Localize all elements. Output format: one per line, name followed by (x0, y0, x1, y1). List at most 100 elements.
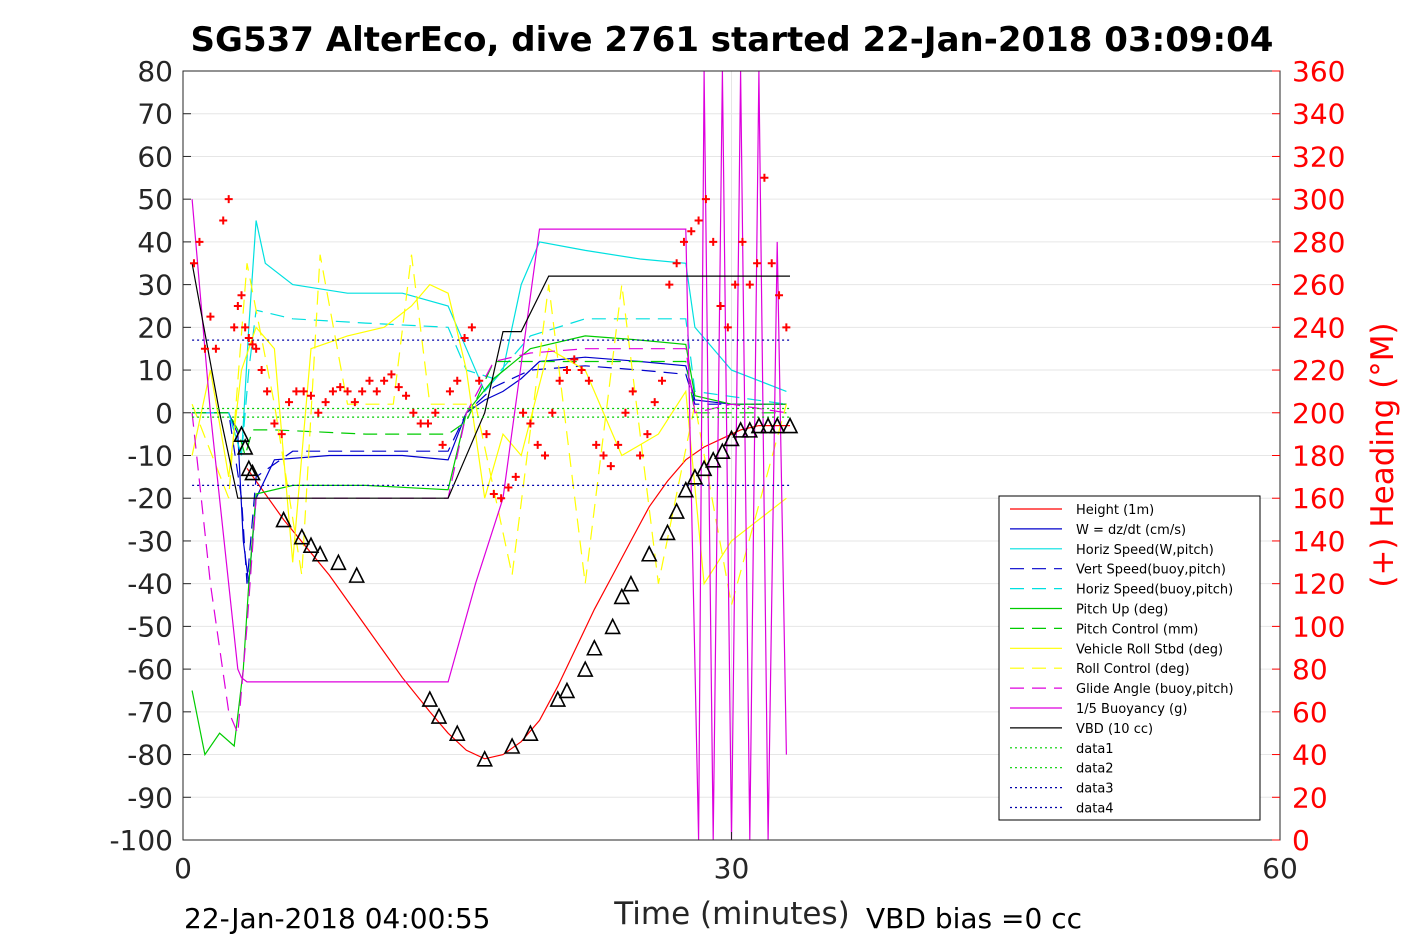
y2-tick-label: 100 (1292, 610, 1345, 643)
heading-point (636, 451, 645, 460)
heading-point (299, 387, 308, 396)
heading-point (504, 483, 513, 492)
heading-point (467, 323, 476, 332)
y-tick-label: 10 (137, 354, 173, 387)
marker-point (522, 724, 539, 741)
heading-point (745, 280, 754, 289)
heading-point (285, 398, 294, 407)
legend-label-11: VBD (10 cc) (1076, 722, 1153, 737)
heading-point (599, 451, 608, 460)
heading-point (219, 216, 228, 225)
series-line-11 (191, 263, 790, 499)
footer-vbd-bias: VBD bias =0 cc (866, 902, 1082, 935)
y-tick-label: 30 (137, 269, 173, 302)
marker-point (275, 510, 292, 528)
heading-point (453, 376, 462, 385)
y-tick-label: 50 (137, 183, 173, 216)
y-tick-label: -100 (109, 824, 173, 857)
y-tick-label: -50 (127, 610, 173, 643)
legend-label-10: 1/5 Buoyancy (g) (1076, 702, 1187, 717)
series-line-9 (191, 348, 787, 734)
heading-point (314, 408, 323, 417)
legend-label-4: Horiz Speed(buoy,pitch) (1076, 583, 1233, 598)
y-tick-label: 70 (137, 98, 173, 131)
marker-point (503, 737, 521, 754)
marker-point (759, 416, 777, 434)
heading-point (394, 383, 403, 392)
legend-label-3: Vert Speed(buoy,pitch) (1076, 563, 1226, 578)
marker-point (476, 750, 493, 767)
heading-point (570, 355, 579, 364)
heading-point (738, 237, 747, 246)
marker-point (677, 480, 695, 498)
heading-point (731, 280, 740, 289)
series-line-6 (192, 360, 787, 458)
marker-point (576, 660, 594, 677)
marker-point (604, 617, 621, 635)
heading-point (650, 398, 659, 407)
marker-point (723, 429, 740, 447)
heading-point (614, 440, 623, 449)
heading-point (233, 301, 242, 310)
heading-point (672, 259, 681, 268)
heading-point (372, 387, 381, 396)
heading-point (723, 323, 732, 332)
heading-point (206, 312, 215, 321)
legend-label-9: Glide Angle (buoy,pitch) (1076, 682, 1234, 697)
heading-point (257, 366, 266, 375)
heading-point (409, 408, 418, 417)
y-axis-right: 3603403203002802602402202001801601401201… (1272, 55, 1345, 857)
marker-point (686, 468, 704, 485)
heading-point (694, 216, 703, 225)
heading-point (621, 408, 630, 417)
heading-point (195, 237, 204, 246)
x-tick-label: 0 (174, 852, 192, 885)
heading-point (244, 334, 253, 343)
heading-point (687, 227, 696, 236)
heading-point (224, 195, 233, 204)
series-line-3 (192, 365, 787, 584)
heading-point (350, 398, 359, 407)
marker-point (430, 707, 448, 724)
marker-point (613, 587, 631, 605)
heading-point (577, 366, 586, 375)
y2-tick-label: 120 (1292, 568, 1345, 601)
marker-point (236, 438, 254, 455)
series-line-4 (192, 309, 787, 456)
series-line-0 (246, 425, 790, 760)
marker-point (768, 416, 786, 434)
heading-point (497, 494, 506, 503)
heading-point (200, 344, 209, 353)
legend-label-6: Pitch Control (mm) (1076, 622, 1198, 637)
y-tick-label: -70 (127, 696, 173, 729)
series-line-7 (191, 283, 787, 586)
marker-point (781, 416, 799, 434)
legend-label-2: Horiz Speed(W,pitch) (1076, 543, 1214, 558)
legend-label-13: data2 (1076, 762, 1114, 777)
heading-point (402, 391, 411, 400)
y-tick-label: 80 (137, 55, 173, 88)
y2-tick-label: 220 (1292, 354, 1345, 387)
marker-point (233, 425, 250, 442)
legend-label-0: Height (1m) (1076, 503, 1154, 518)
legend-label-8: Roll Control (deg) (1076, 662, 1190, 677)
heading-point (416, 419, 425, 428)
y2-tick-label: 240 (1292, 311, 1345, 344)
y-tick-label: -40 (127, 568, 173, 601)
marker-point (330, 553, 347, 571)
series-layer (191, 70, 790, 841)
heading-point (241, 323, 250, 332)
legend-label-15: data4 (1076, 802, 1114, 817)
y2-tick-label: 60 (1292, 696, 1328, 729)
marker-point (750, 416, 768, 434)
legend-label-7: Vehicle Roll Stbd (deg) (1076, 642, 1223, 657)
legend-label-12: data1 (1076, 742, 1114, 757)
y2-tick-label: 200 (1292, 397, 1345, 430)
y-tick-label: -60 (127, 653, 173, 686)
y-tick-label: 0 (155, 397, 173, 430)
heading-point (548, 408, 557, 417)
heading-point (328, 387, 337, 396)
y-tick-label: 60 (137, 140, 173, 173)
marker-point (704, 450, 722, 468)
